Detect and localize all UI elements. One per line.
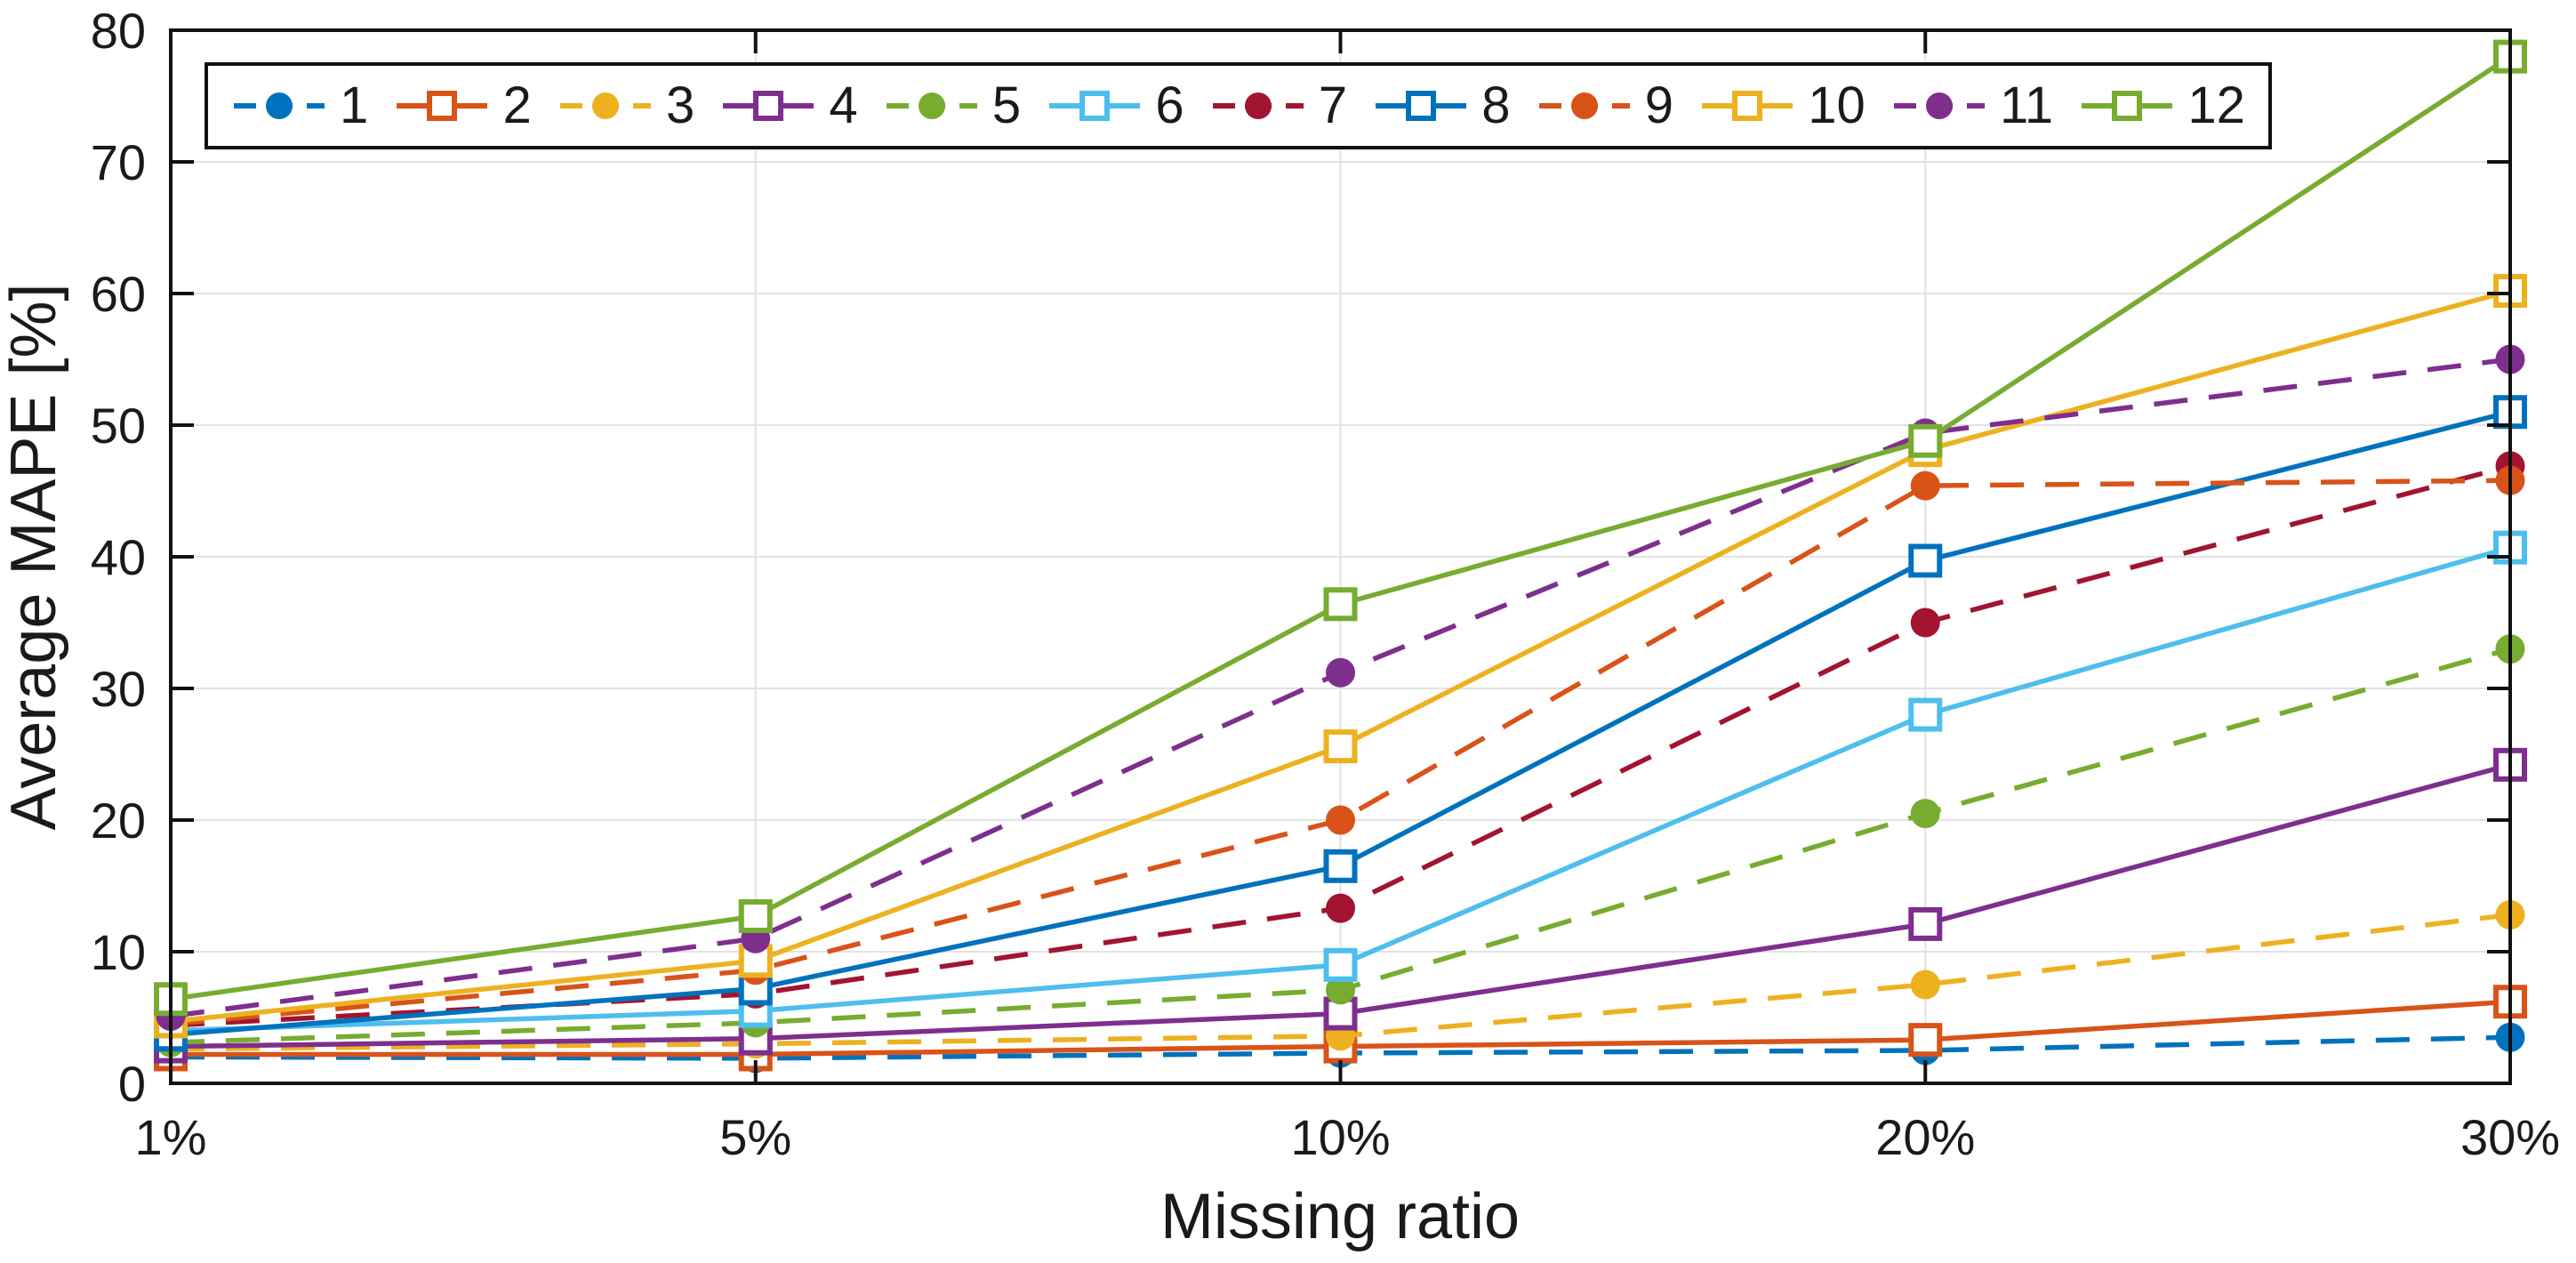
legend-item-4: 4	[720, 76, 858, 134]
y-tick-label: 30	[91, 661, 146, 717]
tick-label-layer: 1% 5% 10% 20% 30% 0 10 20 30 40 50 60 70 80	[91, 3, 2560, 1165]
legend-marker-square	[1079, 91, 1111, 121]
legend-sample-9	[1538, 93, 1630, 119]
legend-marker-circle	[1244, 93, 1272, 119]
legend-marker-square	[1732, 91, 1763, 121]
legend-label: 2	[502, 76, 532, 134]
legend-sample-8	[1376, 91, 1467, 121]
legend-item-3: 3	[558, 80, 694, 132]
x-tick-label: 20%	[1875, 1109, 1975, 1165]
y-tick-label: 40	[91, 529, 146, 585]
series-2-marker	[1908, 1023, 1943, 1058]
legend-label: 7	[1318, 76, 1348, 134]
legend-marker-square	[1406, 91, 1437, 121]
legend-item-9: 9	[1537, 80, 1673, 132]
legend-label: 9	[1644, 76, 1674, 134]
legend-item-2: 2	[394, 76, 532, 134]
x-tick-label: 1%	[135, 1109, 207, 1165]
series-11-marker	[1326, 657, 1355, 688]
series-12-marker	[1323, 587, 1358, 622]
legend-marker-circle	[266, 93, 293, 119]
series-6-marker	[1323, 947, 1358, 982]
legend-label: 8	[1481, 76, 1511, 134]
legend-label: 3	[665, 76, 695, 134]
series-9-marker	[1910, 471, 1940, 501]
legend-sample-7	[1212, 93, 1304, 119]
legend-marker-square	[753, 91, 784, 121]
series-5-marker	[1910, 799, 1940, 829]
legend-marker-square	[2112, 91, 2143, 121]
series-3-marker	[1910, 969, 1940, 1000]
legend-label: 10	[1808, 76, 1866, 134]
legend-item-11: 11	[1891, 80, 2053, 132]
x-tick-label: 5%	[719, 1109, 791, 1165]
series-12-marker	[1908, 423, 1943, 458]
series-7-marker	[1910, 607, 1940, 638]
legend-item-10: 10	[1699, 80, 1866, 132]
series-layer	[154, 39, 2527, 1074]
series-10-marker	[1323, 729, 1358, 764]
y-tick-label: 80	[91, 3, 146, 59]
legend-label: 6	[1155, 76, 1184, 134]
y-tick-label: 50	[91, 398, 146, 454]
legend: 1 2 3 4 5 6 7 8 9 10 11 12	[205, 62, 2272, 149]
y-tick-label: 60	[91, 266, 146, 322]
grid-layer	[170, 30, 2511, 1083]
y-tick-label: 20	[91, 792, 146, 849]
series-8-marker	[1323, 849, 1358, 883]
legend-label: 11	[1999, 76, 2054, 134]
legend-sample-5	[886, 93, 977, 119]
legend-marker-circle	[591, 93, 619, 119]
legend-label: 1	[340, 76, 369, 134]
legend-sample-4	[723, 91, 815, 121]
legend-label: 12	[2187, 76, 2245, 134]
y-tick-label: 70	[91, 134, 146, 190]
legend-item-12: 12	[2079, 80, 2245, 132]
legend-item-1: 1	[231, 80, 368, 132]
legend-sample-6	[1049, 91, 1141, 121]
legend-item-5: 5	[884, 80, 1021, 132]
y-tick-label: 10	[91, 924, 146, 980]
axes-layer	[169, 28, 2512, 1085]
x-axis-label: Missing ratio	[1160, 1181, 1520, 1252]
legend-item-6: 6	[1047, 80, 1184, 132]
series-12-marker	[738, 899, 773, 934]
legend-marker-circle	[1925, 93, 1953, 119]
legend-sample-2	[397, 91, 488, 121]
series-8-marker	[1908, 543, 1943, 578]
legend-marker-square	[427, 91, 458, 121]
legend-sample-10	[1702, 91, 1794, 121]
legend-marker-circle	[1570, 93, 1598, 119]
legend-label: 4	[829, 76, 858, 134]
x-tick-label: 30%	[2460, 1109, 2560, 1165]
legend-sample-1	[234, 93, 325, 119]
y-tick-label: 0	[118, 1056, 146, 1112]
legend-label: 5	[991, 76, 1022, 134]
x-tick-label: 10%	[1290, 1109, 1390, 1165]
legend-sample-3	[559, 93, 651, 119]
series-4-marker	[1908, 906, 1943, 941]
series-9-marker	[1326, 805, 1355, 835]
y-axis-label: Average MAPE [%]	[0, 284, 69, 831]
legend-sample-12	[2082, 91, 2173, 121]
legend-item-7: 7	[1210, 80, 1347, 132]
legend-item-8: 8	[1373, 76, 1511, 134]
series-5-marker	[1326, 975, 1355, 1005]
legend-marker-circle	[918, 93, 945, 119]
series-7-marker	[1326, 893, 1355, 923]
legend-sample-11	[1893, 93, 1985, 119]
series-6-marker	[1908, 697, 1943, 732]
